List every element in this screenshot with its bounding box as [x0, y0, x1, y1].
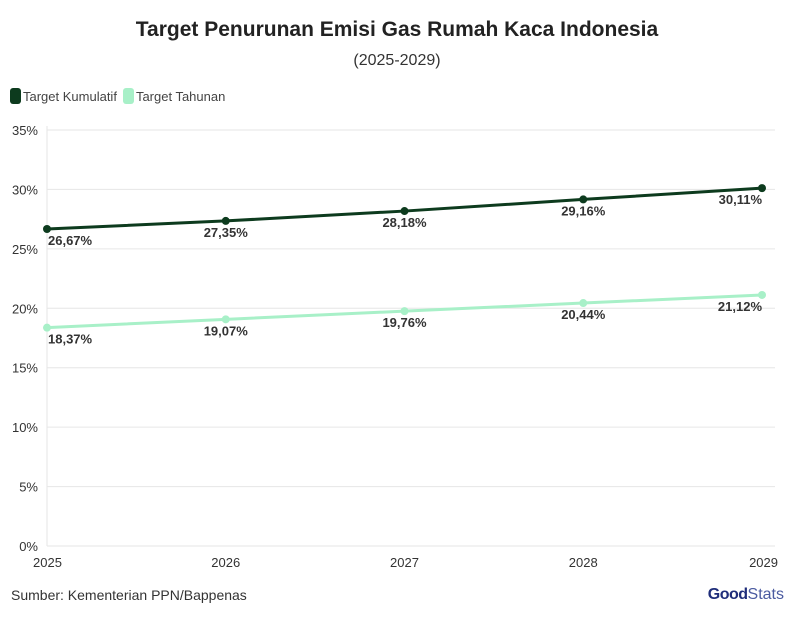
x-tick-label: 2025 [33, 555, 62, 570]
data-point [758, 184, 766, 193]
data-label: 26,67% [48, 233, 93, 248]
data-point [758, 290, 766, 299]
data-point [400, 307, 409, 316]
data-label: 30,11% [719, 192, 763, 207]
goodstats-logo: GoodStats [708, 586, 784, 604]
data-label: 29,16% [561, 203, 606, 218]
data-label: 27,35% [204, 225, 249, 240]
y-tick-label: 15% [12, 361, 38, 376]
legend-label-kumulatif: Target Kumulatif [23, 88, 117, 104]
logo-bold-text: Good [707, 586, 748, 603]
data-label: 19,07% [204, 323, 249, 338]
data-point [221, 216, 230, 225]
y-tick-label: 0% [19, 539, 38, 554]
data-point [579, 299, 588, 308]
chart-title: Target Penurunan Emisi Gas Rumah Kaca In… [135, 18, 659, 41]
data-point [43, 225, 51, 234]
data-label: 20,44% [561, 307, 606, 322]
data-label: 19,76% [382, 315, 427, 330]
legend-swatch-tahunan [122, 88, 134, 104]
x-tick-label: 2026 [211, 555, 240, 570]
y-tick-label: 5% [19, 480, 38, 495]
legend-label-tahunan: Target Tahunan [135, 88, 226, 104]
data-point [43, 323, 51, 332]
data-point [400, 207, 409, 216]
data-label: 28,18% [382, 215, 427, 230]
y-tick-label: 35% [12, 123, 38, 138]
x-tick-label: 2028 [569, 555, 598, 570]
legend: Target Kumulatif Target Tahunan [10, 88, 231, 104]
data-label: 21,12% [718, 299, 763, 314]
data-point [579, 195, 588, 204]
y-tick-label: 30% [12, 182, 38, 197]
legend-item-tahunan[interactable]: Target Tahunan [122, 88, 226, 104]
chart-subtitle: (2025-2029) [353, 52, 441, 69]
logo-light-text: Stats [747, 586, 784, 603]
legend-swatch-kumulatif [10, 88, 21, 104]
y-tick-label: 10% [12, 420, 38, 435]
data-label: 18,37% [48, 332, 93, 347]
source-note: Sumber: Kementerian PPN/Bappenas [11, 587, 247, 603]
y-tick-label: 25% [12, 242, 38, 257]
x-tick-label: 2027 [390, 555, 419, 570]
data-point [221, 315, 230, 324]
x-tick-label: 2029 [749, 555, 778, 570]
y-tick-label: 20% [12, 301, 38, 316]
legend-item-kumulatif[interactable]: Target Kumulatif [10, 88, 117, 104]
